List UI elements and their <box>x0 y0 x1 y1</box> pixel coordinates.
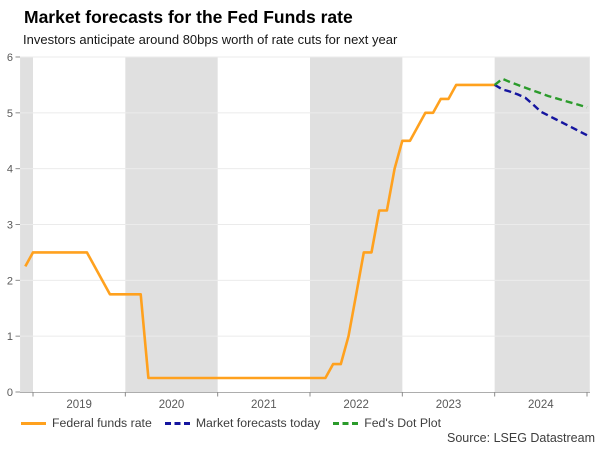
legend-label: Federal funds rate <box>52 416 152 430</box>
x-axis-label: 2022 <box>343 399 369 411</box>
y-axis-label: 0 <box>7 387 13 399</box>
x-axis-label: 2024 <box>528 399 554 411</box>
market-forecast-line-swatch <box>164 421 190 425</box>
y-axis-label: 5 <box>7 108 13 120</box>
x-axis-label: 2023 <box>436 399 462 411</box>
x-axis-label: 2021 <box>251 399 277 411</box>
y-axis-label: 1 <box>7 331 13 343</box>
x-axis-label: 2019 <box>66 399 92 411</box>
source-attribution: Source: LSEG Datastream <box>447 431 595 445</box>
chart-legend: Federal funds rate Market forecasts toda… <box>21 416 441 430</box>
chart-subtitle: Investors anticipate around 80bps worth … <box>23 32 398 47</box>
y-axis-label: 3 <box>7 220 13 232</box>
legend-item-feds-dot-plot: Fed's Dot Plot <box>333 416 441 430</box>
x-axis-label: 2020 <box>159 399 185 411</box>
series-line-market-forecasts-today <box>494 83 588 137</box>
series-line-federal-funds-rate <box>24 83 495 380</box>
dot-plot-line-swatch <box>333 421 359 425</box>
legend-item-federal-funds-rate: Federal funds rate <box>21 416 152 430</box>
y-axis-label: 4 <box>7 164 13 176</box>
y-axis-label: 6 <box>7 52 13 64</box>
legend-label: Market forecasts today <box>195 416 321 430</box>
chart-title: Market forecasts for the Fed Funds rate <box>24 7 353 27</box>
federal-funds-line-swatch <box>21 421 46 425</box>
series-line-feds-dot-plot <box>493 77 588 109</box>
y-axis-label: 2 <box>7 275 13 287</box>
legend-item-market-forecasts-today: Market forecasts today <box>164 416 321 430</box>
legend-label: Fed's Dot Plot <box>364 416 442 430</box>
